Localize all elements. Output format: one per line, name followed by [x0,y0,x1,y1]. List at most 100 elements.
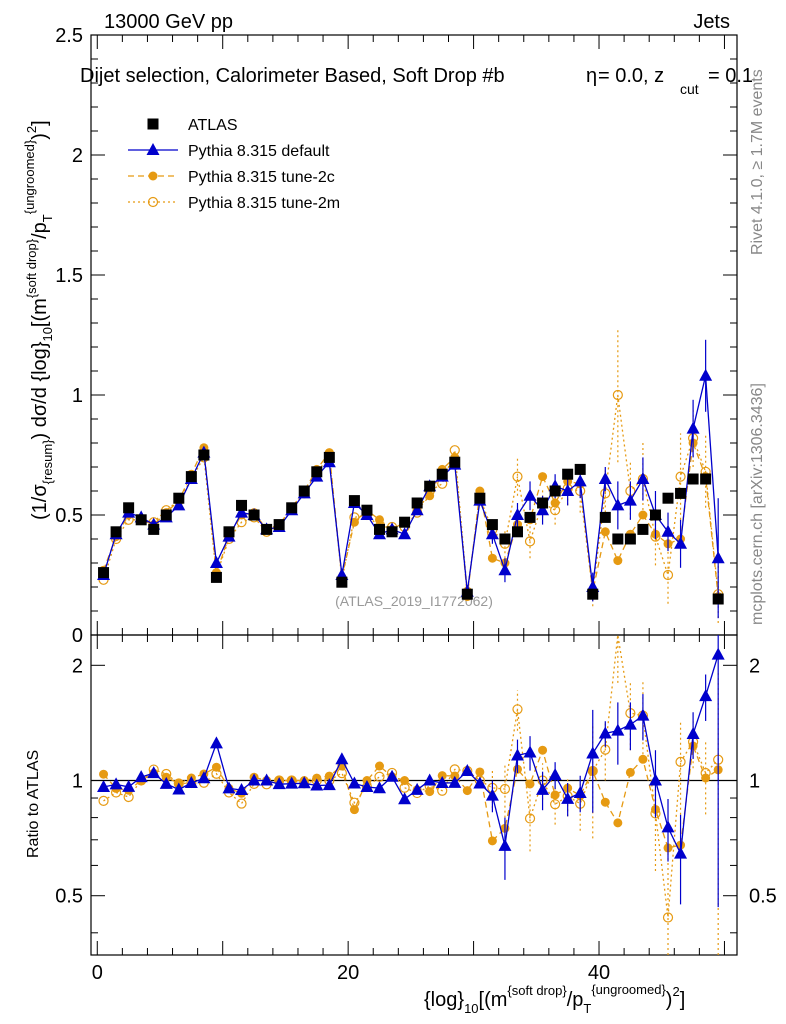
pythia-8-315-default-point [536,503,550,516]
main-y-tick-label: 1 [72,385,83,407]
pythia-8-315-tune-2c-ratio-point [487,836,497,846]
pythia-8-315-default-ratio-point [335,752,349,765]
atlas-point [424,480,436,492]
process-label: Jets [693,11,730,33]
ratio-y-axis-label: Ratio to ATLAS [25,750,42,858]
main-y-axis-label: (1/σ{resum}) dσ/d {log}10[(m{soft drop}/… [22,120,55,520]
pythia-8-315-default-ratio-point [360,780,374,793]
pythia-8-315-default-point [598,472,612,484]
pythia-8-315-default-point [686,421,700,434]
pythia-8-315-default-ratio-point [473,776,487,789]
atlas-point [198,449,210,461]
pythia-8-315-tune-2c-point [538,472,548,482]
ratio-y-tick-label: 0.5 [55,886,83,908]
pythia-8-315-default-point [611,498,625,511]
atlas-point [436,468,448,480]
pythia-8-315-default-ratio-point [122,779,136,792]
pythia-8-315-default-line [102,375,719,592]
pythia-8-315-default-ratio-point [561,791,575,804]
pythia-8-315-tune-2c-ratio-point [324,771,334,781]
legend-label-pythia-8-315-default: Pythia 8.315 default [188,143,330,160]
pythia-8-315-default-ratio-point [373,781,387,794]
pythia-8-315-default-point [711,551,725,564]
pythia-8-315-tune-2m-point [524,536,536,547]
pythia-8-315-tune-2c-point [375,515,385,525]
pythia-8-315-tune-2m-ratio-point [236,798,247,809]
atlas-point [637,523,649,535]
pythia-8-315-tune-2m-ratio-point [550,799,561,810]
atlas-point [123,502,135,514]
pythia-8-315-default-ratio-point [322,778,336,791]
ratio-y-tick-label: 2 [72,655,83,677]
pythia-8-315-default-ratio-point [448,775,462,788]
pythia-8-315-default-ratio-point [573,786,587,799]
pythia-8-315-tune-2c-ratio-point [550,790,560,800]
pythia-8-315-default-point [510,508,524,520]
pythia-8-315-default-ratio-point [272,777,286,790]
pythia-8-315-default-ratio-point [184,776,198,789]
params-sub: cut [680,81,699,97]
pythia-8-315-default-ratio-point [598,726,612,739]
pythia-8-315-tune-2c-point [613,556,623,566]
pythia-8-315-tune-2m-point [675,471,686,482]
atlas-point [223,526,235,538]
atlas-point [399,516,411,528]
main-plot-group [97,327,725,623]
pythia-8-315-default-ratio-point [310,778,324,791]
pythia-8-315-tune-2m-point [612,389,623,401]
atlas-point [311,466,323,478]
pythia-8-315-default-point [623,493,637,506]
pythia-8-315-default-ratio-point [636,708,650,721]
legend-label-atlas: ATLAS [188,117,238,134]
atlas-point [185,471,197,483]
atlas-point [449,456,461,468]
main-y-tick-label: 0 [72,625,83,647]
pythia-8-315-default-ratio-point [410,782,424,795]
atlas-point [236,499,248,511]
pythia-8-315-tune-2c-ratio-line [103,745,719,849]
pythia-8-315-default-point [398,527,412,540]
pythia-8-315-tune-2m-point [662,569,674,581]
ratio-y-tick-label-right: 1 [749,771,760,793]
pythia-8-315-default-ratio-point [648,773,662,786]
atlas-point [110,526,122,538]
pythia-8-315-default-ratio-point [109,777,123,790]
atlas-point [336,576,348,588]
pythia-8-315-default-ratio-point [147,766,161,779]
selection-text: Dijet selection, Calorimeter Based, Soft… [80,65,505,87]
pythia-8-315-default-point [699,368,713,381]
pythia-8-315-default-ratio-point [347,776,361,789]
atlas-point [286,502,298,514]
ratio-y-tick-label-right: 0.5 [749,886,777,908]
atlas-point [474,492,486,504]
pythia-8-315-default-point [523,488,537,501]
pythia-8-315-default-point [209,556,223,568]
atlas-point [98,567,110,579]
beta-symbol: η [586,65,597,87]
params-label: = 0.0, z [598,65,664,87]
ratio-y-tick-label-right: 2 [749,655,760,677]
atlas-point [261,523,273,535]
pythia-8-315-default-point [674,536,688,549]
atlas-point [273,519,285,531]
pythia-8-315-tune-2c-ratio-point [462,786,472,796]
ratio-plot-group [91,634,737,955]
pythia-8-315-tune-2c-point [425,491,435,501]
analysis-watermark: (ATLAS_2019_I1772062) [335,593,493,609]
atlas-point [574,463,586,475]
atlas-point [675,487,687,499]
pythia-8-315-default-ratio-point [398,792,412,805]
pythia-8-315-tune-2c-ratio-point [211,762,221,772]
pythia-8-315-tune-2m-ratio-point [662,912,674,923]
pythia-8-315-tune-2c-ratio-point [312,773,322,783]
atlas-point [248,509,260,521]
pythia-8-315-tune-2c-point [550,498,560,508]
rivet-label: Rivet 4.1.0, ≥ 1.7M events [749,69,766,255]
x-tick-label: 40 [588,962,610,984]
pythia-8-315-default-ratio-point [699,689,713,702]
pythia-8-315-default-ratio-point [423,773,437,786]
atlas-point [499,533,511,545]
pythia-8-315-default-ratio-point [611,723,625,736]
atlas-point [348,495,360,507]
pythia-8-315-default-ratio-point [97,780,111,793]
